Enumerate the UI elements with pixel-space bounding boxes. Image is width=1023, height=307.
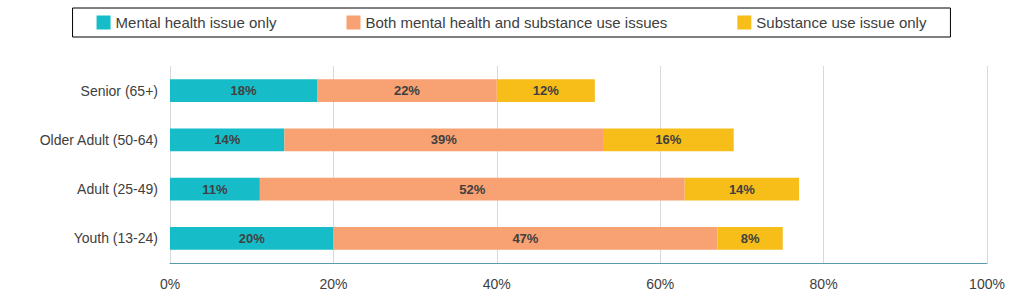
svg-text:20%: 20% <box>239 231 265 246</box>
svg-text:Older Adult (50-64): Older Adult (50-64) <box>40 132 158 148</box>
svg-text:8%: 8% <box>741 231 760 246</box>
svg-text:20%: 20% <box>319 276 347 292</box>
svg-text:18%: 18% <box>231 83 257 98</box>
svg-text:Youth (13-24): Youth (13-24) <box>74 230 158 246</box>
svg-text:0%: 0% <box>160 276 180 292</box>
svg-text:Both mental health and substan: Both mental health and substance use iss… <box>365 14 667 31</box>
svg-text:14%: 14% <box>729 182 755 197</box>
svg-text:60%: 60% <box>646 276 674 292</box>
svg-text:Senior (65+): Senior (65+) <box>81 83 158 99</box>
svg-text:39%: 39% <box>431 132 457 147</box>
svg-text:40%: 40% <box>483 276 511 292</box>
svg-text:14%: 14% <box>214 132 240 147</box>
svg-text:12%: 12% <box>533 83 559 98</box>
svg-text:100%: 100% <box>969 276 1005 292</box>
svg-text:16%: 16% <box>655 132 681 147</box>
svg-text:47%: 47% <box>512 231 538 246</box>
svg-text:22%: 22% <box>394 83 420 98</box>
svg-text:Adult (25-49): Adult (25-49) <box>77 181 158 197</box>
svg-text:Mental health issue only: Mental health issue only <box>116 14 277 31</box>
svg-text:80%: 80% <box>810 276 838 292</box>
svg-text:52%: 52% <box>459 182 485 197</box>
svg-text:11%: 11% <box>202 182 228 197</box>
svg-text:Substance use issue only: Substance use issue only <box>756 14 927 31</box>
